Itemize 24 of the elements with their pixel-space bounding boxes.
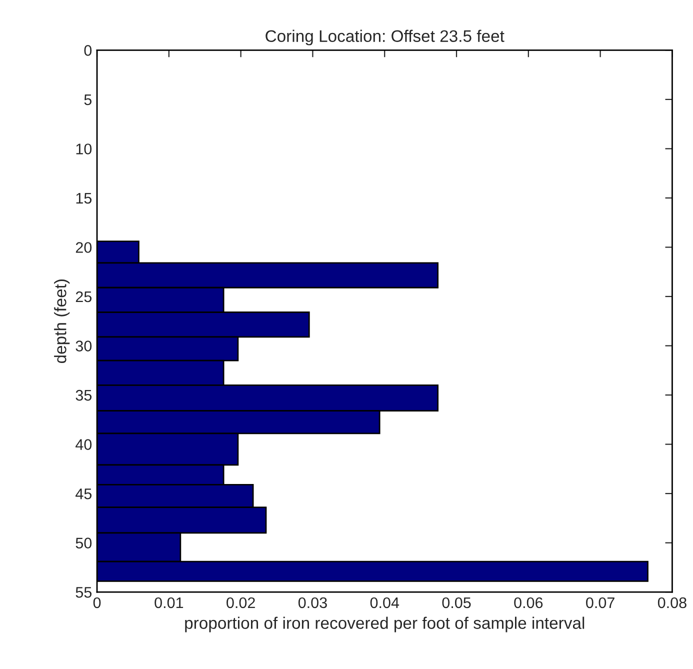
y-tick-label: 40 [76,439,92,450]
x-tick-label: 0.06 [514,597,543,608]
x-axis-title: proportion of iron recovered per foot of sample interval [185,616,584,632]
y-tick-label: 20 [76,242,92,253]
y-tick-label: 45 [76,488,92,500]
x-tick-label: 0.07 [586,597,614,608]
y-tick-label: 30 [76,340,92,352]
x-tick-label: 0.03 [298,597,327,608]
y-tick-label: 10 [76,144,92,154]
y-tick-label: 55 [76,587,92,598]
y-tick-label: 25 [76,291,92,302]
y-axis-title: depth (feet) [54,280,70,364]
x-tick-label: 0.01 [154,597,184,608]
x-tick-label: 0.05 [442,597,471,608]
y-tick-label: 5 [84,94,92,106]
x-tick-label: 0.04 [370,597,400,608]
x-tick-label: 0.08 [658,597,686,608]
y-tick-label: 50 [76,538,92,548]
y-tick-label: 35 [76,390,92,401]
chart-title: Coring Location: Offset 23.5 feet [266,30,504,46]
y-tick-label: 0 [84,45,92,56]
x-tick-label: 0.02 [226,597,255,608]
x-tick-label: 0 [93,597,101,608]
y-tick-label: 15 [76,192,92,204]
